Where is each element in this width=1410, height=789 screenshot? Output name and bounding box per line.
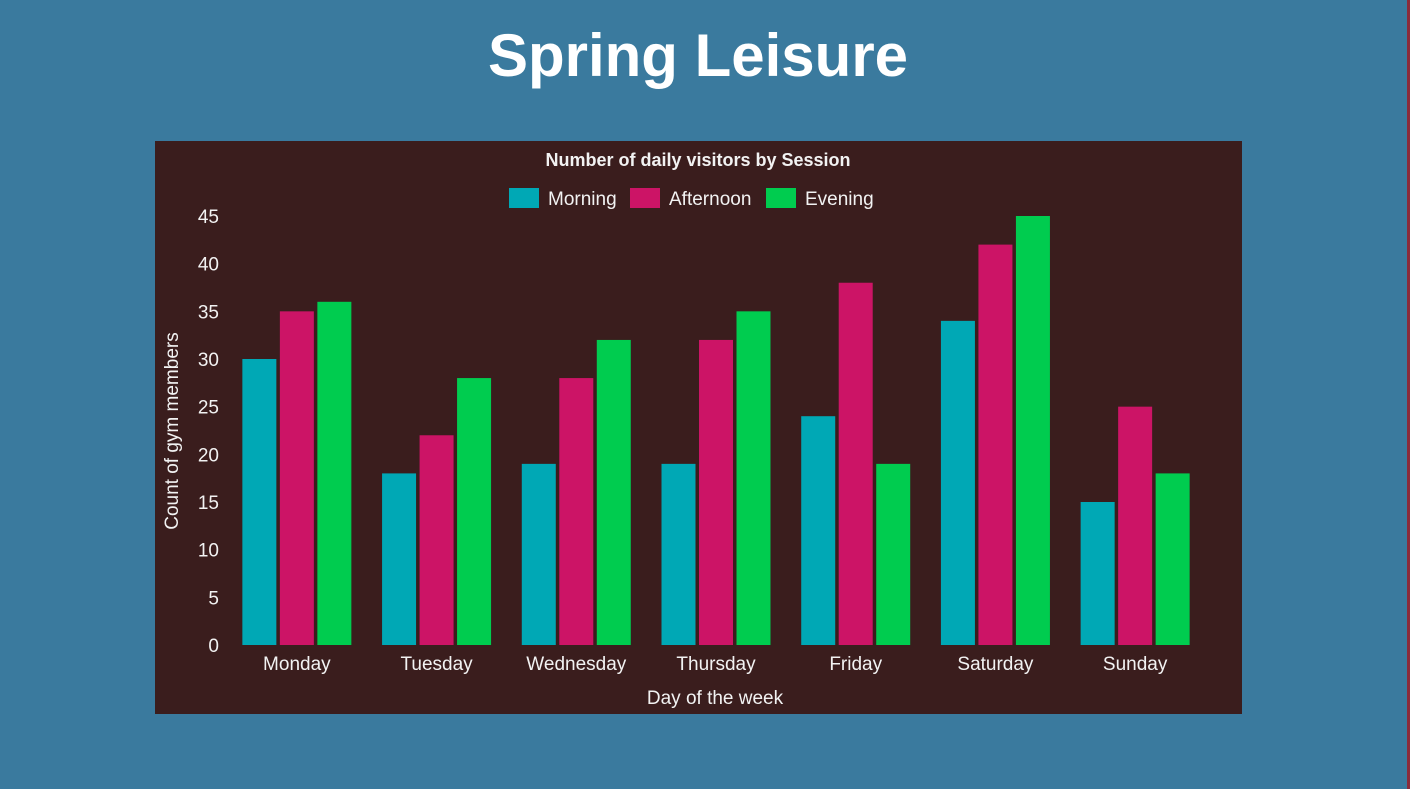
bar-evening-monday — [317, 301, 352, 645]
y-axis: 0 5 10 15 20 25 30 35 40 45 — [198, 207, 219, 657]
legend-label-morning: Morning — [548, 189, 617, 210]
legend-swatch-evening — [766, 188, 796, 208]
x-tick-label: Sunday — [1103, 654, 1168, 675]
y-tick-label: 35 — [198, 302, 219, 323]
bar-afternoon-sunday — [1118, 406, 1153, 645]
y-tick-label: 0 — [208, 636, 219, 657]
y-tick-label: 15 — [198, 493, 219, 514]
bar-chart: Number of daily visitors by Session Morn… — [162, 150, 1190, 709]
bar-morning-wednesday — [521, 463, 556, 645]
bar-afternoon-saturday — [978, 244, 1013, 645]
bar-afternoon-wednesday — [559, 378, 594, 645]
x-axis: Monday Tuesday Wednesday Thursday Friday Satu… — [263, 654, 1168, 675]
bar-afternoon-tuesday — [419, 435, 454, 645]
legend-label-evening: Evening — [805, 189, 874, 210]
y-tick-label: 40 — [198, 255, 219, 276]
y-tick-label: 5 — [208, 588, 219, 609]
y-tick-label: 10 — [198, 541, 219, 562]
y-axis-label: Count of gym members — [162, 332, 183, 529]
chart-title: Number of daily visitors by Session — [545, 150, 850, 170]
legend-label-afternoon: Afternoon — [669, 189, 751, 210]
window-edge — [1407, 0, 1410, 789]
bar-morning-friday — [801, 416, 836, 645]
legend-swatch-morning — [509, 188, 539, 208]
bar-evening-wednesday — [596, 339, 631, 645]
bar-morning-tuesday — [382, 473, 417, 645]
x-tick-label: Monday — [263, 654, 331, 675]
bar-afternoon-thursday — [699, 339, 733, 645]
legend-swatch-afternoon — [630, 188, 660, 208]
bar-evening-sunday — [1155, 473, 1190, 645]
bar-morning-sunday — [1080, 502, 1115, 645]
y-tick-label: 30 — [198, 350, 219, 371]
bar-morning-saturday — [940, 320, 975, 645]
bar-afternoon-friday — [838, 282, 873, 645]
x-axis-label: Day of the week — [647, 688, 784, 709]
page-title: Spring Leisure — [487, 22, 909, 89]
x-tick-label: Tuesday — [400, 654, 473, 675]
bar-evening-tuesday — [457, 378, 492, 645]
bars — [242, 216, 1190, 645]
bar-evening-saturday — [1015, 216, 1050, 645]
bar-evening-friday — [876, 463, 911, 645]
x-tick-label: Friday — [829, 654, 882, 675]
bar-evening-thursday — [736, 311, 771, 645]
x-tick-label: Thursday — [676, 654, 756, 675]
chart-legend: Morning Afternoon Evening — [509, 188, 874, 210]
bar-morning-thursday — [661, 463, 696, 645]
x-tick-label: Saturday — [957, 654, 1034, 675]
x-tick-label: Wednesday — [526, 654, 626, 675]
bar-morning-monday — [242, 359, 277, 645]
y-tick-label: 20 — [198, 445, 219, 466]
y-tick-label: 45 — [198, 207, 219, 228]
bar-afternoon-monday — [279, 311, 314, 645]
chart-panel: Number of daily visitors by Session Morn… — [155, 141, 1242, 714]
y-tick-label: 25 — [198, 398, 219, 419]
